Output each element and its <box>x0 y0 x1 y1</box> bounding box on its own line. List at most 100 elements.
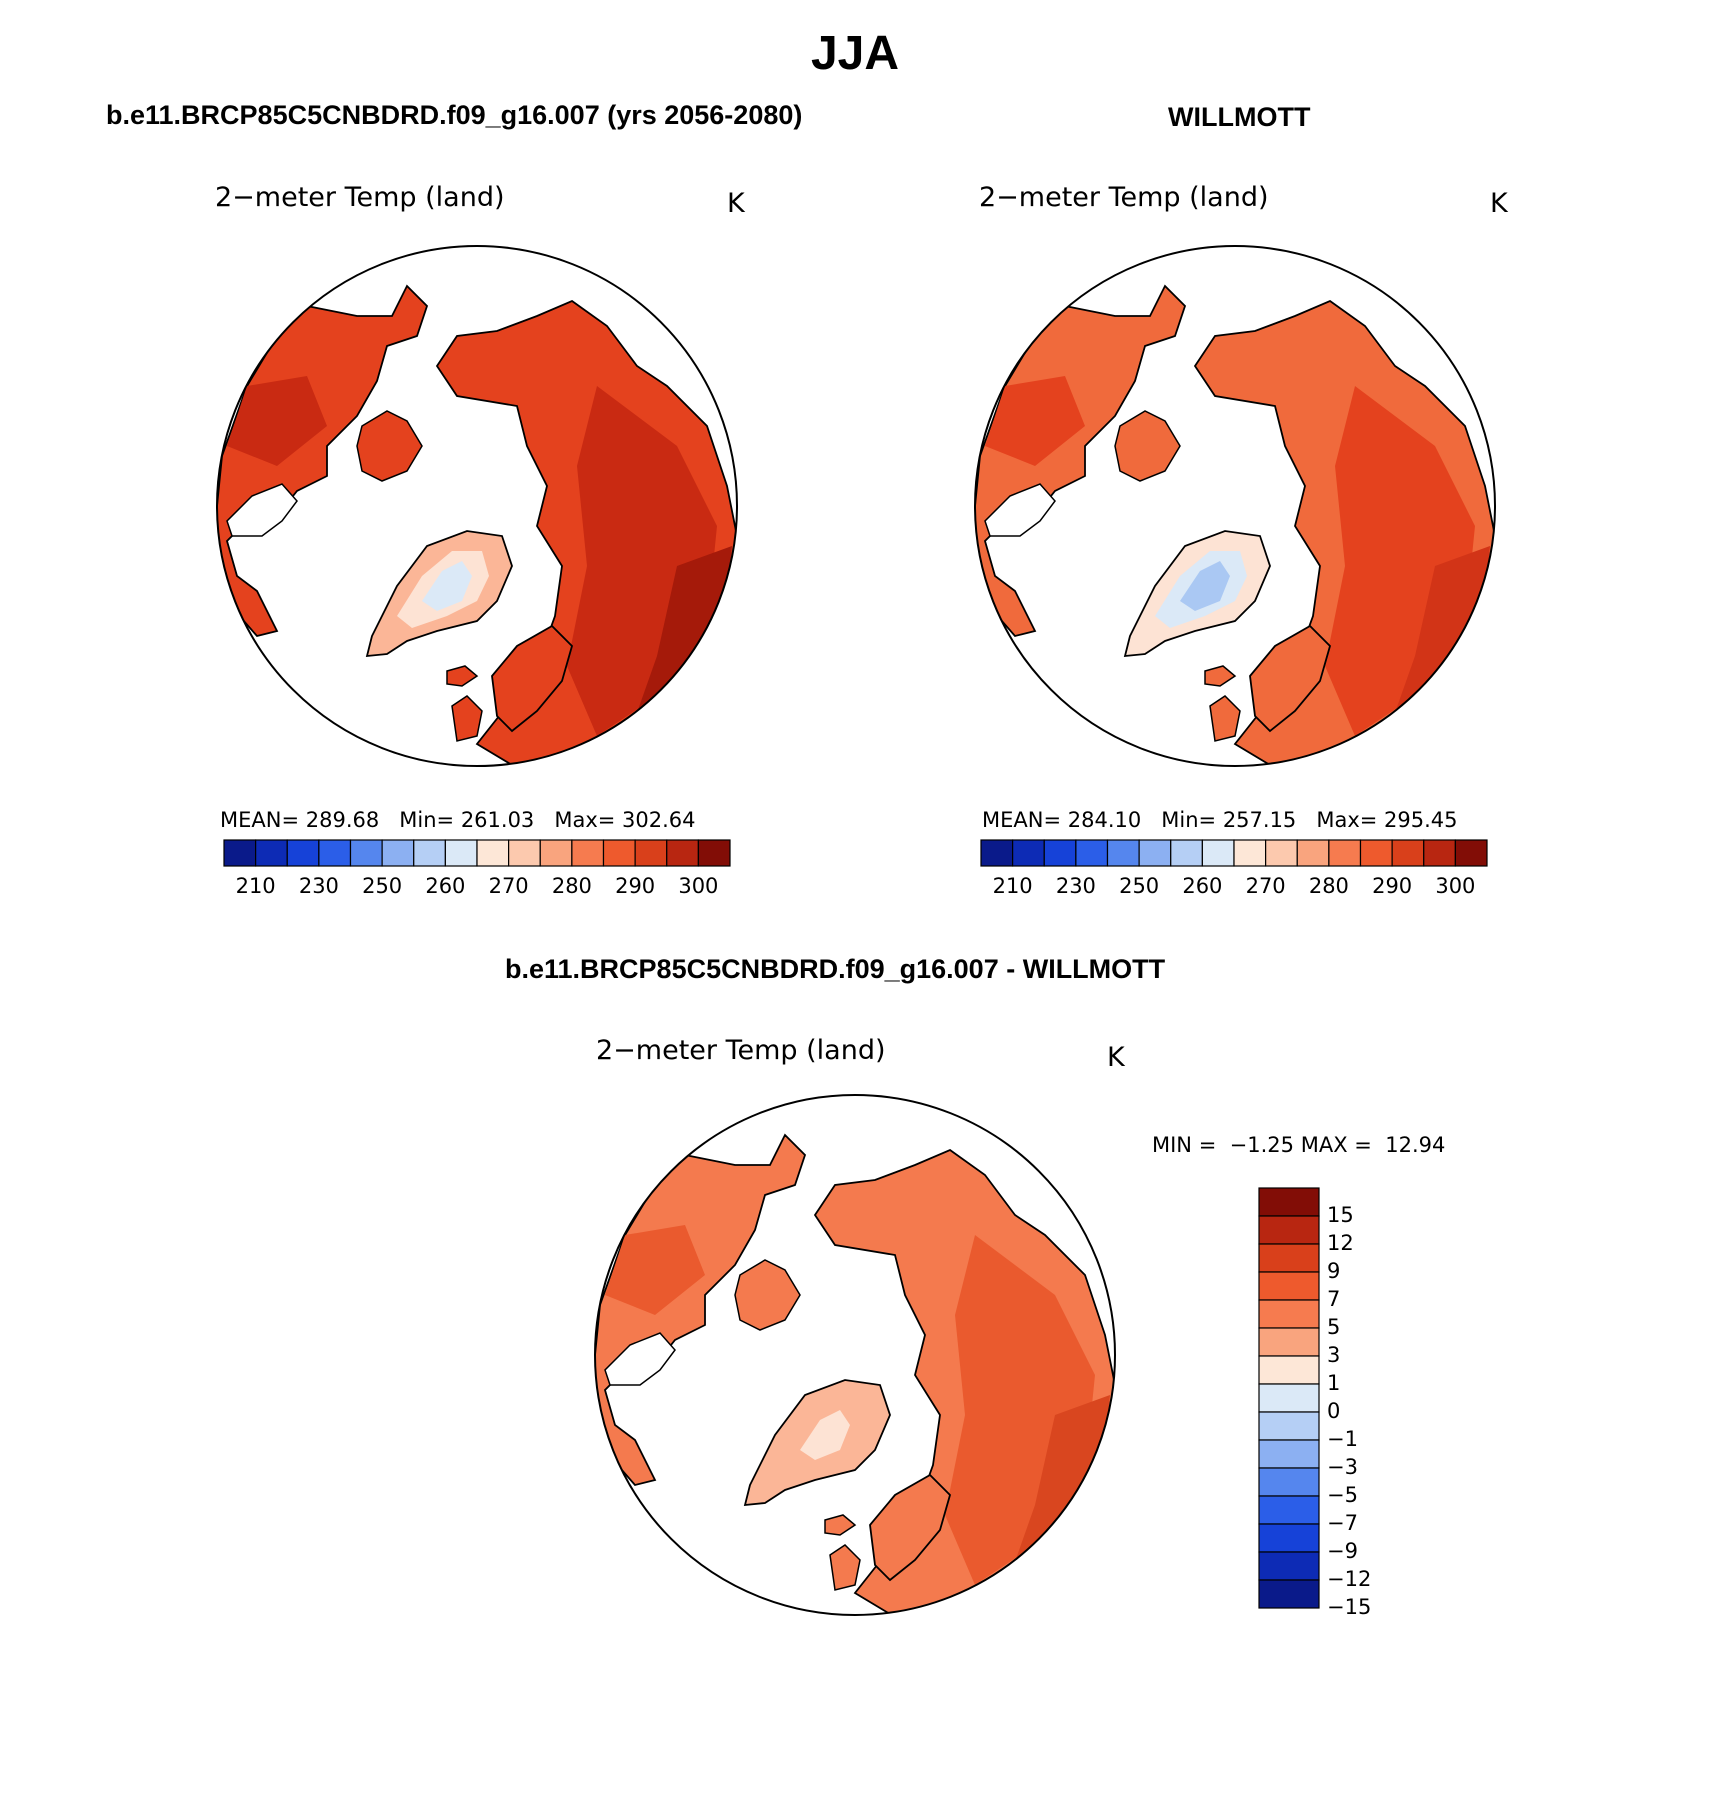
panel-3-min-value: −1.25 <box>1229 1133 1295 1157</box>
panel-2-map-boundary <box>974 245 1496 767</box>
panel-2-map-archipelago <box>1114 410 1181 482</box>
panel-3-colorbar-box <box>1258 1579 1320 1609</box>
panel-2-colorbar-tick-label: 230 <box>1055 874 1096 898</box>
panel-1-colorbar-tick-label: 290 <box>615 874 656 898</box>
panel-2-map-uk <box>1209 695 1241 742</box>
panel-1-mean-value: 289.68 <box>305 808 380 832</box>
panel-3-colorbar-box <box>1258 1187 1320 1217</box>
panel-3-colorbar-tick-label: −5 <box>1327 1483 1358 1507</box>
panel-3-map-uk <box>829 1544 861 1591</box>
panel-2-map-america <box>975 284 1187 638</box>
panel-3-colorbar-box <box>1258 1439 1320 1469</box>
panel-1-colorbar-tick-label: 210 <box>235 874 276 898</box>
panel-1-colorbar-tick-label: 300 <box>678 874 719 898</box>
panel-3-map-eurasia-hot <box>1005 1395 1110 1590</box>
panel-2-colorbar-tick-label: 280 <box>1308 874 1349 898</box>
panel-1-colorbar-box <box>349 839 383 867</box>
panel-3-colorbar-box <box>1258 1383 1320 1413</box>
panel-2-colorbar-box <box>1391 839 1425 867</box>
panel-2-max-label: Max= <box>1316 808 1378 832</box>
panel-3-colorbar-box <box>1258 1243 1320 1273</box>
panel-2-colorbar-box <box>1201 839 1235 867</box>
panel-3-colorbar-box <box>1258 1411 1320 1441</box>
panel-3-colorbar-box <box>1258 1299 1320 1329</box>
panel-3-map-america-warm <box>605 1225 705 1315</box>
panel-2-map-eurasia-hot <box>1385 546 1490 741</box>
panel-1-stats: MEAN= 289.68 Min= 261.03 Max= 302.64 <box>220 808 696 832</box>
panel-2-colorbar-box <box>1454 839 1488 867</box>
panel-1-colorbar-tick-label: 230 <box>298 874 339 898</box>
panel-3-colorbar-tick-label: 7 <box>1327 1287 1341 1311</box>
panel-1-colorbar-box <box>602 839 636 867</box>
panel-1-colorbar-box <box>223 839 257 867</box>
panel-3-colorbar-box <box>1258 1327 1320 1357</box>
panel-2-map-iceland <box>1204 665 1237 687</box>
panel-2-map-scandinavia <box>1249 624 1332 733</box>
panel-2-colorbar-box <box>1075 839 1109 867</box>
panel-2-colorbar-box <box>1043 839 1077 867</box>
panel-3-map-america <box>595 1133 807 1487</box>
panel-2-map-greenland <box>1123 530 1271 658</box>
panel-1-colorbar-box <box>381 839 415 867</box>
panel-3-map-eurasia <box>813 1148 1115 1615</box>
panel-3-colorbar-tick-label: −1 <box>1327 1427 1358 1451</box>
panel-1-colorbar-box <box>508 839 541 867</box>
panel-3-stats: MIN = −1.25 MAX = 12.94 <box>1152 1133 1445 1157</box>
figure-title: JJA <box>810 27 900 80</box>
panel-3-colorbar-box <box>1258 1551 1320 1581</box>
panel-3-min-label: MIN = <box>1152 1133 1217 1157</box>
panel-2-min-value: 257.15 <box>1222 808 1297 832</box>
panel-3-map-alaska <box>604 1332 676 1386</box>
panel-2-colorbar-tick-label: 260 <box>1182 874 1223 898</box>
panel-3-map-iceland <box>824 1514 857 1536</box>
panel-3-variable-label: 2−meter Temp (land) <box>596 1035 886 1066</box>
panel-1-variable-label: 2−meter Temp (land) <box>215 182 505 213</box>
panel-1-map-america-warm <box>227 376 327 466</box>
panel-2-map-greenland-core <box>1180 561 1230 611</box>
panel-3-colorbar-tick-label: −3 <box>1327 1455 1358 1479</box>
panel-1-map-greenland-mid <box>397 551 489 628</box>
panel-2-colorbar-box <box>1170 839 1203 867</box>
panel-1-map-scandinavia <box>491 624 574 733</box>
panel-2-variable-label: 2−meter Temp (land) <box>979 182 1269 213</box>
panel-1-max-value: 302.64 <box>622 808 696 832</box>
panel-2-mean-label: MEAN= <box>982 808 1062 832</box>
panel-2-map-greenland-mid <box>1155 551 1247 628</box>
panel-3-map-greenland-core <box>800 1410 850 1460</box>
panel-1-map-greenland <box>365 530 513 658</box>
panel-2-colorbar-tick-label: 210 <box>992 874 1033 898</box>
panel-1-map-archipelago <box>356 410 423 482</box>
panel-1-colorbar-box <box>255 839 288 867</box>
panel-1-colorbar-box <box>444 839 478 867</box>
panel-2-case-title: WILLMOTT <box>1168 102 1311 132</box>
panel-2-colorbar-box <box>1296 839 1330 867</box>
panel-2-map-alaska <box>984 483 1056 537</box>
panel-1-map-eurasia-hot <box>627 546 732 741</box>
panel-1-colorbar-box <box>286 839 320 867</box>
panel-2-map-eurasia-warm <box>1325 386 1475 736</box>
panel-3-map-greenland-mid <box>775 1400 867 1477</box>
panel-1-colorbar-box <box>571 839 605 867</box>
panel-1-colorbar-box <box>697 839 731 867</box>
panel-3-colorbar-tick-label: 1 <box>1327 1371 1341 1395</box>
panel-3-colorbar-box <box>1258 1467 1320 1497</box>
panel-3-map-greenland <box>743 1379 891 1507</box>
panel-1-map-eurasia-warm <box>567 386 717 736</box>
panel-3-colorbar-box <box>1258 1523 1320 1553</box>
panel-1-colorbar-box <box>476 839 510 867</box>
panel-1-colorbar-tick-label: 270 <box>488 874 529 898</box>
panel-2-colorbar-box <box>1012 839 1045 867</box>
panel-1-colorbar-box <box>413 839 446 867</box>
panel-3-colorbar-tick-label: 3 <box>1327 1343 1341 1367</box>
panel-2-colorbar-box <box>1138 839 1172 867</box>
panel-1-colorbar-box <box>539 839 573 867</box>
panel-1-map-uk <box>451 695 483 742</box>
panel-1-colorbar-tick-label: 250 <box>362 874 403 898</box>
panel-3-case-title: b.e11.BRCP85C5CNBDRD.f09_g16.007 - WILLM… <box>505 954 1166 984</box>
panel-1-colorbar-box <box>318 839 352 867</box>
panel-3-colorbar-box <box>1258 1271 1320 1301</box>
panel-2-colorbar-box <box>1328 839 1362 867</box>
